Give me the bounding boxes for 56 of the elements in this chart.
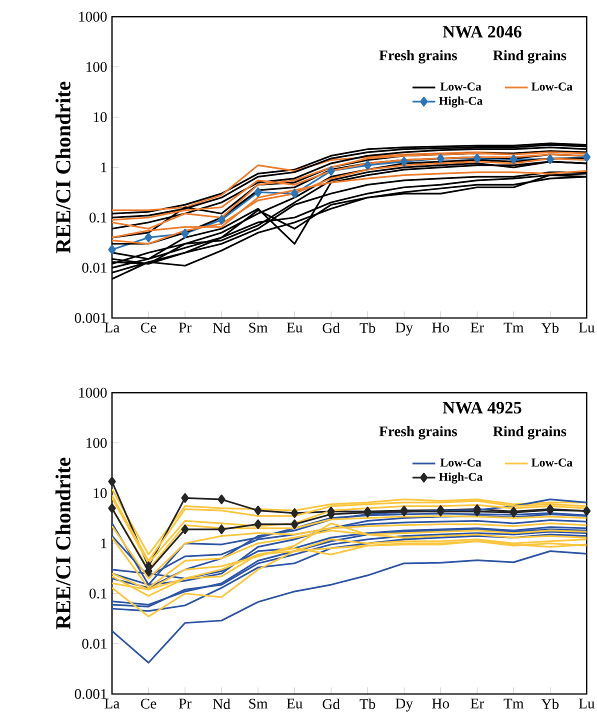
annotation: Fresh grains xyxy=(379,50,457,64)
y-tick-label: 10 xyxy=(94,112,107,122)
legend-label: Low-Ca xyxy=(531,82,572,91)
x-tick-label: Yb xyxy=(541,322,559,334)
y-tick-label: 0.001 xyxy=(74,689,106,699)
x-tick-label: Nd xyxy=(212,698,230,710)
x-tick-label: Eu xyxy=(286,322,302,332)
x-tick-label: Gd xyxy=(322,698,340,710)
y-axis-title: REE/CI Chondrite xyxy=(55,458,70,630)
x-tick-label: Pr xyxy=(178,698,192,708)
x-tick-label: La xyxy=(104,698,120,708)
y-tick-label: 1000 xyxy=(79,388,107,398)
x-tick-label: Er xyxy=(470,322,484,332)
legend-label: High-Ca xyxy=(438,472,483,484)
x-tick-label: Ho xyxy=(432,322,450,332)
y-tick-label: 1 xyxy=(101,538,106,548)
annotation: Rind grains xyxy=(493,426,566,440)
x-tick-label: Ce xyxy=(140,322,156,333)
x-tick-label: Tb xyxy=(360,322,376,334)
chart-title: NWA 4925 xyxy=(442,402,522,414)
y-tick-label: 0.1 xyxy=(90,588,106,599)
y-tick-label: 0.1 xyxy=(90,212,106,223)
x-tick-label: Tm xyxy=(504,322,524,332)
legend-label: Low-Ca xyxy=(440,82,482,91)
y-axis-title: REE/CI Chondrite xyxy=(55,82,70,254)
x-tick-label: Ce xyxy=(140,698,156,709)
x-tick-label: Dy xyxy=(396,698,414,712)
x-tick-label: Ho xyxy=(432,698,450,708)
x-tick-label: Sm xyxy=(249,322,268,333)
x-tick-label: Lu xyxy=(578,698,595,708)
annotation: Rind grains xyxy=(493,50,566,64)
x-tick-label: Er xyxy=(470,698,484,708)
x-tick-label: Nd xyxy=(212,322,230,334)
x-tick-label: Tm xyxy=(504,698,524,708)
x-tick-label: Lu xyxy=(578,322,595,332)
y-tick-label: 0.01 xyxy=(82,262,106,273)
y-tick-label: 1000 xyxy=(79,12,107,22)
x-tick-label: La xyxy=(104,322,120,332)
legend-label: High-Ca xyxy=(438,96,483,108)
x-tick-label: Gd xyxy=(322,322,340,334)
y-tick-label: 100 xyxy=(86,62,107,72)
y-tick-label: 0.01 xyxy=(82,638,106,649)
legend-label: Low-Ca xyxy=(440,458,482,467)
x-tick-label: Eu xyxy=(286,698,302,708)
y-tick-label: 10 xyxy=(94,488,107,498)
annotation: Fresh grains xyxy=(379,426,457,440)
chart-title: NWA 2046 xyxy=(442,26,522,38)
x-tick-label: Yb xyxy=(541,698,559,710)
legend-label: Low-Ca xyxy=(531,458,572,467)
x-tick-label: Dy xyxy=(396,322,414,336)
y-tick-label: 0.001 xyxy=(74,313,106,323)
y-tick-label: 1 xyxy=(101,162,106,172)
y-tick-label: 100 xyxy=(86,438,107,448)
x-tick-label: Pr xyxy=(178,322,192,332)
x-tick-label: Sm xyxy=(249,698,268,709)
x-tick-label: Tb xyxy=(360,698,376,710)
